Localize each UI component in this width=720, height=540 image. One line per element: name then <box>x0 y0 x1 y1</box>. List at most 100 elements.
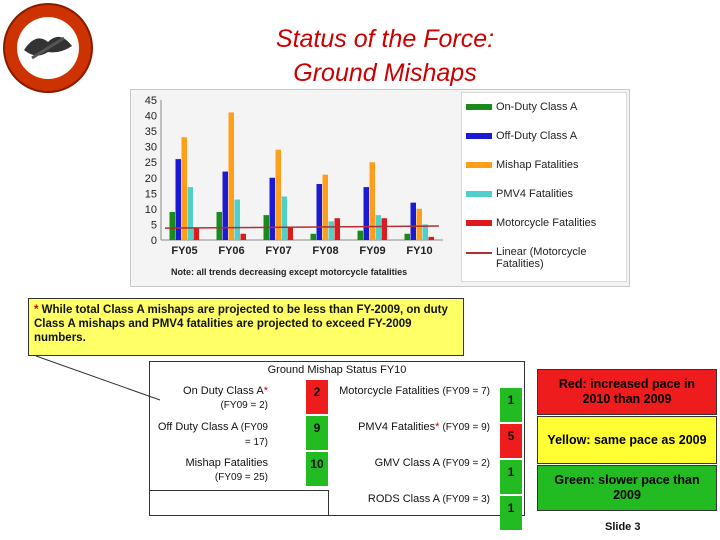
bar-pmv4-fatalities-fy06 <box>234 199 240 240</box>
y-tick-label: 45 <box>145 95 157 107</box>
chart-legend: On-Duty Class A Off-Duty Class A Mishap Fa… <box>461 92 627 282</box>
row-label-text: PMV4 Fatalities <box>358 421 436 433</box>
slide-number: Slide 3 <box>605 521 641 533</box>
bar-off-duty-class-a-fy08 <box>316 184 322 240</box>
callout-text: While total Class A mishaps are projecte… <box>34 304 448 344</box>
legend-item: Linear (Motorcycle Fatalities) <box>466 246 616 270</box>
x-tick-label: FY05 <box>171 245 197 257</box>
x-tick-label: FY08 <box>312 245 338 257</box>
key-green: Green: slower pace than 2009 <box>537 465 717 511</box>
row-label-fy09: (FY09 = 25) <box>214 472 268 483</box>
row-label-text: On Duty Class A <box>183 385 264 397</box>
callout-box: * While total Class A mishaps are projec… <box>28 298 464 356</box>
bar-pmv4-fatalities-fy10 <box>422 224 428 240</box>
legend-swatch <box>466 191 492 197</box>
right-row-value: 1 <box>500 460 522 494</box>
bar-off-duty-class-a-fy09 <box>363 187 369 240</box>
row-label-fy09: (FY09 = 2) <box>442 458 490 469</box>
legend-item: Mishap Fatalities <box>466 159 579 171</box>
legend-swatch <box>466 133 492 139</box>
bar-off-duty-class-a-fy06 <box>222 171 228 240</box>
chart-panel: 0 5 10 15 20 25 30 35 40 45 FY05 FY06 FY07 FY08 FY09 FY… <box>130 89 630 287</box>
bar-mishap-fatalities-fy05 <box>181 137 187 240</box>
legend-label: PMV4 Fatalities <box>496 188 574 200</box>
legend-item: Off-Duty Class A <box>466 130 577 142</box>
bar-pmv4-fatalities-fy08 <box>328 221 334 240</box>
y-tick-label: 30 <box>145 142 157 154</box>
unit-logo <box>3 3 93 93</box>
bar-mishap-fatalities-fy08 <box>322 174 328 240</box>
row-label-star: * <box>435 421 440 433</box>
bar-motorcycle-fatalities-fy05 <box>193 227 199 240</box>
bar-mishap-fatalities-fy09 <box>369 162 375 240</box>
y-tick-label: 0 <box>151 235 157 247</box>
table-divider <box>328 490 329 516</box>
trend-line-motorcycle <box>164 225 440 229</box>
legend-item: On-Duty Class A <box>466 101 577 113</box>
bar-off-duty-class-a-fy10 <box>410 202 416 240</box>
legend-label: Off-Duty Class A <box>496 130 578 142</box>
right-row-label: GMV Class A (FY09 = 2) <box>330 456 490 471</box>
bar-mishap-fatalities-fy10 <box>416 208 422 240</box>
bar-motorcycle-fatalities-fy09 <box>381 218 387 240</box>
bar-on-duty-class-a-fy06 <box>216 212 222 240</box>
legend-swatch <box>466 104 492 110</box>
legend-label: Linear (Motorcycle Fatalities) <box>496 246 587 270</box>
chart-note: Note: all trends decreasing except motor… <box>171 267 408 277</box>
bar-mishap-fatalities-fy07 <box>275 149 281 240</box>
x-tick-label: FY10 <box>406 245 432 257</box>
y-tick-label: 35 <box>145 126 157 138</box>
row-label-fy09: (FY09 = 2) <box>220 400 268 411</box>
left-row-value: 2 <box>306 380 328 414</box>
left-row-value: 10 <box>306 452 328 486</box>
key-yellow: Yellow: same pace as 2009 <box>537 416 717 464</box>
legend-swatch <box>466 162 492 168</box>
legend-label: On-Duty Class A <box>496 101 578 113</box>
x-tick-label: FY07 <box>265 245 291 257</box>
right-row-label: PMV4 Fatalities* (FY09 = 9) <box>330 420 490 435</box>
y-tick-label: 40 <box>145 111 157 123</box>
x-tick-label: FY06 <box>218 245 244 257</box>
row-label-fy09: (FY09 = 9) <box>442 422 490 433</box>
legend-item: PMV4 Fatalities <box>466 188 573 200</box>
title-line-1: Status of the Force: <box>275 25 495 53</box>
bar-on-duty-class-a-fy09 <box>357 230 363 240</box>
bar-pmv4-fatalities-fy05 <box>187 187 193 240</box>
bar-on-duty-class-a-fy05 <box>169 212 175 240</box>
right-row-value: 5 <box>500 424 522 458</box>
y-tick-label: 20 <box>145 173 157 185</box>
left-row-label: Mishap Fatalities (FY09 = 25) <box>156 456 268 485</box>
row-label-fy09: (FY09 = 17) <box>240 422 268 448</box>
row-label-text: GMV Class A <box>374 457 440 469</box>
status-table-title: Ground Mishap Status FY10 <box>267 364 407 376</box>
row-label-text: RODS Class A <box>367 493 440 505</box>
legend-label: Motorcycle Fatalities <box>496 217 597 229</box>
row-label-fy09: (FY09 = 7) <box>442 386 490 397</box>
key-green-text: Green: slower pace than 2009 <box>554 473 700 502</box>
legend-swatch <box>466 252 492 254</box>
key-red: Red: increased pace in 2010 than 2009 <box>537 369 717 415</box>
bar-motorcycle-fatalities-fy08 <box>334 218 340 240</box>
bar-pmv4-fatalities-fy07 <box>281 196 287 240</box>
right-row-label: Motorcycle Fatalities (FY09 = 7) <box>330 384 490 399</box>
bar-off-duty-class-a-fy07 <box>269 177 275 240</box>
y-tick-label: 25 <box>145 157 157 169</box>
bar-motorcycle-fatalities-fy06 <box>240 233 246 240</box>
bar-off-duty-class-a-fy05 <box>175 159 181 240</box>
left-row-label: On Duty Class A* (FY09 = 2) <box>156 384 268 413</box>
table-divider <box>150 490 329 491</box>
right-row-label: RODS Class A (FY09 = 3) <box>330 492 490 507</box>
title-line-2: Ground Mishaps <box>293 59 477 87</box>
row-label-fy09: (FY09 = 3) <box>442 494 490 505</box>
legend-swatch <box>466 220 492 226</box>
legend-label: Mishap Fatalities <box>496 159 579 171</box>
legend-item: Motorcycle Fatalities <box>466 217 596 229</box>
left-row-label: Off Duty Class A (FY09 = 17) <box>156 420 268 450</box>
status-table: Ground Mishap Status FY10 On Duty Class … <box>149 361 525 530</box>
row-label-text: Motorcycle Fatalities <box>339 385 440 397</box>
slide-title: Status of the Force: Ground Mishaps <box>150 22 620 90</box>
row-label-text: Off Duty Class A <box>157 421 238 433</box>
row-label-text: Mishap Fatalities <box>185 457 268 469</box>
callout-star: * <box>34 304 39 316</box>
y-tick-label: 15 <box>145 188 157 200</box>
